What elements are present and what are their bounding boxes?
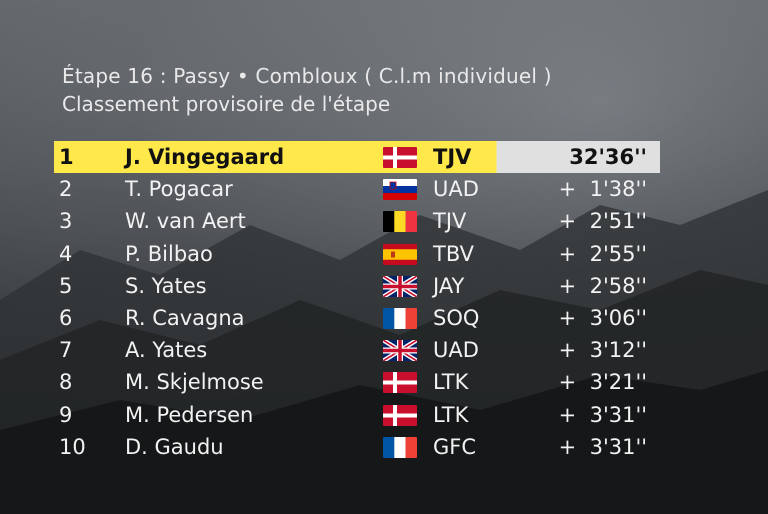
rider-name: M. Skjelmose: [125, 370, 264, 395]
stage-title: Étape 16 : Passy • Combloux ( C.l.m indi…: [62, 64, 552, 88]
team-code: GFC: [433, 434, 477, 459]
uk-flag-icon: [383, 275, 417, 297]
rank-position: 4: [59, 241, 73, 266]
team-code: TBV: [433, 241, 474, 266]
time-value: + 2'55'': [558, 241, 647, 266]
time-value: + 1'38'': [558, 177, 647, 202]
team-code: TJV: [433, 145, 472, 169]
rider-name: P. Bilbao: [125, 241, 213, 266]
denmark-flag-icon: [383, 147, 417, 168]
ranking-row-7: 7 A. Yates UAD + 3'12'': [54, 334, 660, 366]
time-value: + 2'58'': [558, 273, 647, 298]
belgium-flag-icon: [383, 211, 417, 233]
team-code: UAD: [433, 338, 479, 363]
rank-position: 3: [59, 209, 73, 234]
ranking-row-9: 9 M. Pedersen LTK + 3'31'': [54, 399, 660, 431]
rider-name: T. Pogacar: [125, 177, 233, 202]
team-code: LTK: [433, 370, 469, 395]
time-value: + 3'31'': [558, 402, 647, 427]
uk-flag-icon: [383, 340, 417, 362]
rider-name: W. van Aert: [125, 209, 246, 234]
team-code: UAD: [433, 177, 479, 202]
time-value: + 3'31'': [558, 434, 647, 459]
rank-position: 5: [59, 273, 73, 298]
france-flag-icon: [383, 307, 417, 329]
team-code: SOQ: [433, 305, 480, 330]
rank-position: 9: [59, 402, 73, 427]
stage-header: Étape 16 : Passy • Combloux ( C.l.m indi…: [62, 62, 552, 118]
team-code: TJV: [433, 209, 467, 234]
denmark-flag-icon: [383, 372, 417, 394]
france-flag-icon: [383, 436, 417, 458]
rank-position: 2: [59, 177, 73, 202]
ranking-row-1: 1 J. Vingegaard TJV 32'36'': [54, 141, 660, 174]
slovenia-flag-icon: [383, 179, 417, 201]
ranking-row-6: 6 R. Cavagna SOQ + 3'06'': [54, 302, 660, 334]
rank-position: 1: [59, 145, 74, 169]
ranking-row-4: 4 P. Bilbao TBV + 2'55'': [54, 238, 660, 270]
ranking-row-10: 10 D. Gaudu GFC + 3'31'': [54, 431, 660, 463]
ranking-row-3: 3 W. van Aert TJV + 2'51'': [54, 205, 660, 237]
stage-subtitle: Classement provisoire de l'étape: [62, 92, 391, 116]
rider-name: J. Vingegaard: [125, 145, 285, 169]
time-value: + 3'21'': [558, 370, 647, 395]
rank-position: 10: [59, 434, 86, 459]
ranking-row-8: 8 M. Skjelmose LTK + 3'21'': [54, 366, 660, 398]
time-value: + 3'06'': [558, 305, 647, 330]
denmark-flag-icon: [383, 404, 417, 426]
rank-position: 6: [59, 305, 73, 330]
ranking-table: 1 J. Vingegaard TJV 32'36'' 2 T. Pogacar…: [54, 141, 660, 463]
ranking-row-2: 2 T. Pogacar UAD + 1'38'': [54, 173, 660, 205]
time-value: + 3'12'': [558, 338, 647, 363]
time-value: 32'36'': [569, 145, 647, 169]
team-code: JAY: [433, 273, 465, 298]
rider-name: S. Yates: [125, 273, 207, 298]
rank-position: 8: [59, 370, 73, 395]
rank-position: 7: [59, 338, 73, 363]
time-value: + 2'51'': [558, 209, 647, 234]
team-code: LTK: [433, 402, 469, 427]
rider-name: A. Yates: [125, 338, 208, 363]
rider-name: R. Cavagna: [125, 305, 245, 330]
ranking-row-5: 5 S. Yates JAY + 2'58'': [54, 270, 660, 302]
rider-name: M. Pedersen: [125, 402, 254, 427]
rider-name: D. Gaudu: [125, 434, 224, 459]
spain-flag-icon: [383, 243, 417, 265]
